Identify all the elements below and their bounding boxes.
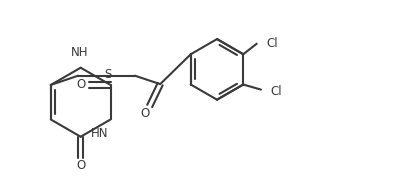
Text: HN: HN <box>91 127 109 140</box>
Text: O: O <box>76 159 85 172</box>
Text: O: O <box>77 78 86 92</box>
Text: Cl: Cl <box>270 85 282 98</box>
Text: O: O <box>141 107 150 120</box>
Text: NH: NH <box>71 46 89 59</box>
Text: Cl: Cl <box>266 37 278 50</box>
Text: S: S <box>105 68 112 81</box>
